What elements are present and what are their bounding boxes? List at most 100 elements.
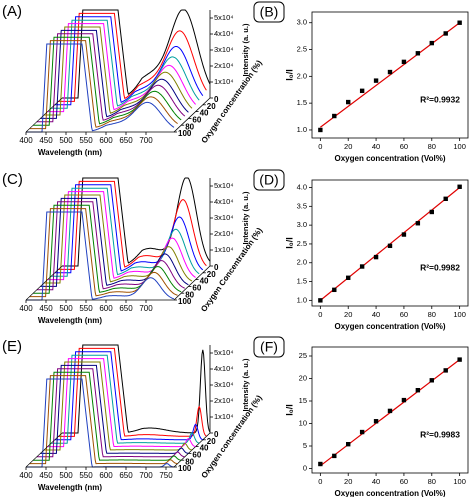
x-tick-label: 700	[139, 136, 153, 145]
x-tick-label: 650	[119, 304, 133, 313]
y-tick-label: 60	[192, 116, 201, 125]
data-point	[373, 419, 379, 424]
y-tick-label: 20	[207, 102, 216, 111]
y-tick-label: 0	[214, 263, 219, 272]
x-tick-label: 500	[59, 471, 73, 480]
spectrum	[40, 29, 189, 119]
spectrum	[29, 208, 178, 298]
x-tick-label: 400	[19, 136, 33, 145]
panel-label: (F)	[260, 339, 278, 355]
z-tick-label: 5x10⁴	[214, 348, 234, 357]
y-tick-label: 1.5	[297, 277, 307, 286]
spectrum	[44, 361, 193, 451]
panel-label: (E)	[2, 338, 22, 355]
spectrum	[36, 201, 185, 291]
data-point	[401, 59, 407, 65]
spectrum	[54, 16, 204, 106]
x-tick-label: 500	[59, 304, 73, 313]
spectrum	[40, 364, 189, 454]
z-axis-label: Intensity (a. u.)	[241, 358, 250, 411]
annotation: R²=0.9983	[420, 429, 460, 439]
x-tick-label: 400	[19, 304, 33, 313]
data-point	[415, 51, 421, 56]
data-point	[359, 88, 365, 94]
data-point	[415, 388, 421, 393]
data-point	[457, 184, 462, 189]
y-tick-label: 4.0	[297, 183, 307, 192]
x-tick-label: 60	[400, 477, 408, 486]
x-tick-label: 400	[19, 471, 33, 480]
spectrum	[62, 344, 211, 434]
data-point	[359, 429, 365, 435]
data-point	[457, 357, 462, 362]
data-point	[346, 99, 351, 105]
y-axis	[173, 97, 211, 133]
panel-label: (A)	[2, 3, 22, 20]
y-axis	[173, 265, 211, 301]
y-tick-label: 100	[178, 297, 192, 306]
spectrum	[36, 33, 186, 123]
y-tick-label: 20	[207, 437, 216, 446]
data-point	[387, 243, 393, 249]
spectrum	[58, 12, 207, 102]
x-tick-label: 550	[79, 304, 93, 313]
plot-frame	[311, 11, 469, 139]
data-point	[415, 221, 421, 226]
x-tick-label: 650	[119, 471, 133, 480]
data-point	[443, 196, 448, 202]
y-axis-label: I₀/I	[284, 237, 294, 249]
x-tick-label: 0	[318, 310, 322, 319]
y-tick-label: 5	[303, 441, 307, 450]
left-edge	[25, 432, 63, 468]
data-point	[346, 275, 351, 280]
x-tick-label: 450	[39, 304, 53, 313]
x-tick-label: 0	[318, 477, 322, 486]
spectrum	[29, 40, 178, 130]
spectrum	[51, 19, 200, 109]
data-point	[332, 113, 337, 119]
x-tick-label: 80	[428, 310, 436, 319]
x-tick-label: 40	[372, 142, 380, 151]
x-tick-label: 0	[318, 142, 322, 151]
left-edge	[25, 265, 63, 301]
spectrum	[44, 194, 193, 284]
x-tick-label: 600	[99, 304, 113, 313]
data-point	[318, 461, 323, 467]
x-tick-label: 500	[59, 136, 73, 145]
x-tick-label: 80	[428, 477, 436, 486]
spectrum	[58, 180, 207, 270]
z-tick-label: 5x10⁴	[214, 181, 234, 190]
z-tick-label: 3x10⁴	[214, 380, 234, 389]
annotation: R²=0.9982	[420, 262, 460, 272]
spectrum	[26, 43, 175, 133]
y-axis-label: I₀/I	[284, 69, 294, 81]
y-tick-label: 60	[192, 451, 201, 460]
spectrum	[58, 347, 207, 437]
x-tick-label: 700	[139, 304, 153, 313]
y-tick-label: 15	[299, 396, 307, 405]
data-point	[443, 31, 448, 36]
x-tick-label: 450	[39, 471, 53, 480]
spectrum	[44, 26, 193, 116]
z-tick-label: 4x10⁴	[214, 29, 234, 38]
y-tick-label: 1.0	[297, 125, 307, 134]
spectrum	[62, 9, 211, 99]
y-tick-label: 3.5	[297, 201, 307, 210]
y-axis	[173, 432, 211, 468]
x-tick-label: 600	[99, 471, 113, 480]
y-axis-label: I₀/I	[284, 404, 294, 416]
x-tick-label: 750	[159, 471, 173, 480]
spectrum	[33, 371, 182, 461]
x-tick-label: 20	[344, 477, 352, 486]
y-tick-label: 0	[303, 463, 307, 472]
x-tick-label: 40	[372, 477, 380, 486]
x-axis-label: Wavelength (nm)	[38, 483, 102, 492]
z-tick-label: 4x10⁴	[214, 197, 234, 206]
y-tick-label: 0	[214, 95, 219, 104]
x-tick-label: 100	[453, 310, 466, 319]
y-tick-label: 0	[214, 430, 219, 439]
panel-label: (C)	[2, 171, 23, 188]
spectrum	[29, 375, 178, 465]
x-tick-label: 700	[139, 471, 153, 480]
z-tick-label: 4x10⁴	[214, 364, 234, 373]
